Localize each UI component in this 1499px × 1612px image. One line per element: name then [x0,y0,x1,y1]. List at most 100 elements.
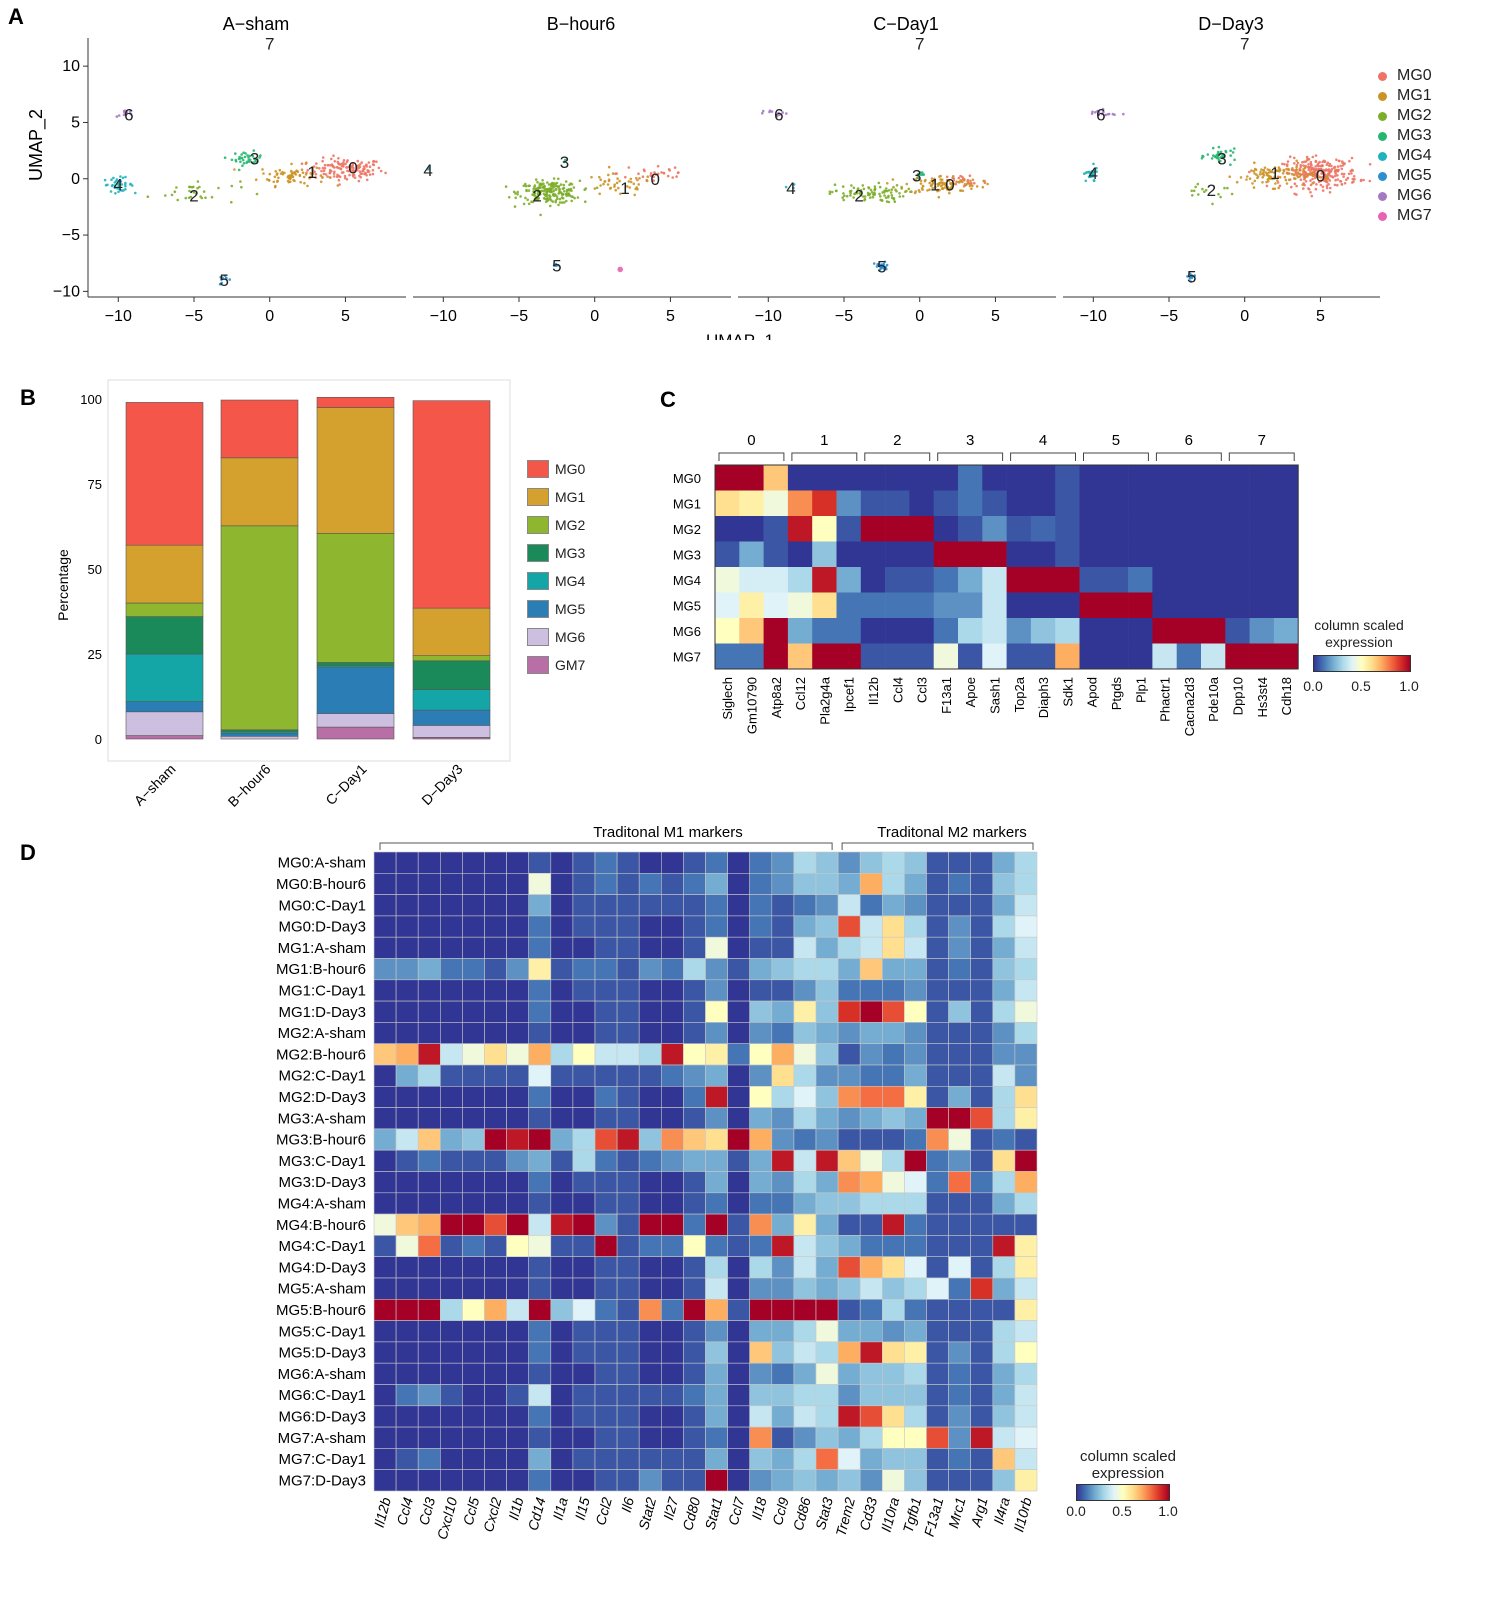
heatmap-d-cell [837,872,861,895]
bar-legend-label: MG0 [555,461,586,477]
umap-point [618,179,621,183]
heatmap-c-cell [958,618,983,644]
heatmap-d-cell [837,894,861,917]
umap-point [322,172,326,176]
umap-point [549,199,553,202]
heatmap-d-cell [462,872,485,895]
umap-point [1226,186,1229,190]
heatmap-d-cell [638,1171,662,1194]
heatmap-d-cell [439,1277,463,1300]
umap-point [1275,169,1279,172]
heatmap-c-cell [787,541,813,568]
heatmap-d-cell [926,1320,949,1343]
heatmap-d-col-label: Cd14 [525,1495,549,1532]
heatmap-c-cell [1176,516,1202,542]
umap-point [1309,183,1313,187]
umap-legend-item: MG3 [1378,126,1432,146]
umap-point [360,161,364,164]
heatmap-d-row-label: MG7:D-Day3 [278,1472,366,1489]
heatmap-d-cell [462,936,485,959]
umap-point [554,262,558,266]
heatmap-d-cell [948,1384,971,1407]
heatmap-d-cell [815,1107,839,1130]
umap-point [1351,177,1355,181]
umap-point [377,166,381,170]
heatmap-c-cell [739,516,764,542]
umap-point [354,170,357,173]
umap-point [344,162,347,166]
umap-point [320,169,323,173]
umap-point [1328,170,1332,174]
heatmap-c-cell [1176,618,1202,644]
heatmap-c-cell [739,490,764,517]
heatmap-d-cell [594,1000,618,1023]
heatmap-c-cell [885,592,910,619]
umap-point [570,189,573,193]
heatmap-d-cell [572,1426,596,1449]
umap-point [1336,183,1339,187]
heatmap-c-cell [1225,592,1250,619]
heatmap-d-cell [705,1171,728,1194]
umap-point [1319,164,1323,168]
heatmap-c-cell [1055,643,1080,670]
heatmap-c-cell [1152,541,1177,568]
heatmap-d-cell [683,1362,706,1385]
heatmap-d-cell [506,1107,530,1130]
heatmap-d-cell [992,872,1016,895]
heatmap-d-cell [815,894,839,917]
umap-point [228,278,231,281]
heatmap-d-cell [417,872,441,895]
umap-point [540,183,543,186]
umap-point [843,194,846,198]
heatmap-d-cell [793,1022,817,1044]
umap-point [862,195,865,198]
heatmap-d-cell [749,1171,773,1194]
umap-point [519,195,522,198]
heatmap-d-cell [992,979,1016,1002]
umap-point [368,165,372,168]
umap-point [1233,158,1236,162]
heatmap-d-cell [705,979,728,1002]
umap-point [1316,174,1320,177]
heatmap-d-cell [749,1192,773,1215]
umap-point [1317,164,1320,168]
heatmap-d-cell [484,1192,507,1215]
umap-point [1090,112,1094,115]
heatmap-d-cell [904,1213,927,1236]
heatmap-d-cell [926,1384,949,1407]
heatmap-c-cell [763,465,789,491]
heatmap-c-cell [1103,516,1129,542]
heatmap-d-cell [926,1405,949,1428]
heatmap-d-cell [771,1384,795,1407]
heatmap-d-legend-title-line2: expression [1091,1465,1165,1482]
umap-point [288,174,292,177]
umap-point [1264,171,1267,174]
heatmap-d-cell [395,1362,419,1385]
umap-point [1317,169,1320,172]
umap-point [1319,179,1323,183]
heatmap-d-cell [904,1469,927,1492]
heatmap-d-cell [727,1000,750,1023]
umap-point [534,178,538,181]
heatmap-d-cell [904,1128,927,1151]
heatmap-d-cell [837,1192,861,1215]
heatmap-d-cell [837,936,861,959]
umap-point [1253,172,1256,175]
umap-point [961,189,965,193]
heatmap-c-cell [1201,618,1226,644]
umap-point [638,177,641,180]
heatmap-d-col-label: Cxcl2 [480,1495,505,1533]
umap-point [959,174,962,178]
umap-point [572,186,576,189]
heatmap-d-cell [881,1256,905,1279]
heatmap-c-cell [1128,541,1153,568]
umap-point [516,190,519,194]
heatmap-d-cell [705,1298,728,1321]
heatmap-d-cell [616,958,640,981]
heatmap-d-cell [705,1426,728,1449]
umap-point [552,194,555,197]
heatmap-d-cell [572,872,596,895]
heatmap-d-cell [528,1000,552,1023]
umap-cluster-label: 4 [423,161,432,180]
heatmap-d-cell [859,1426,883,1449]
